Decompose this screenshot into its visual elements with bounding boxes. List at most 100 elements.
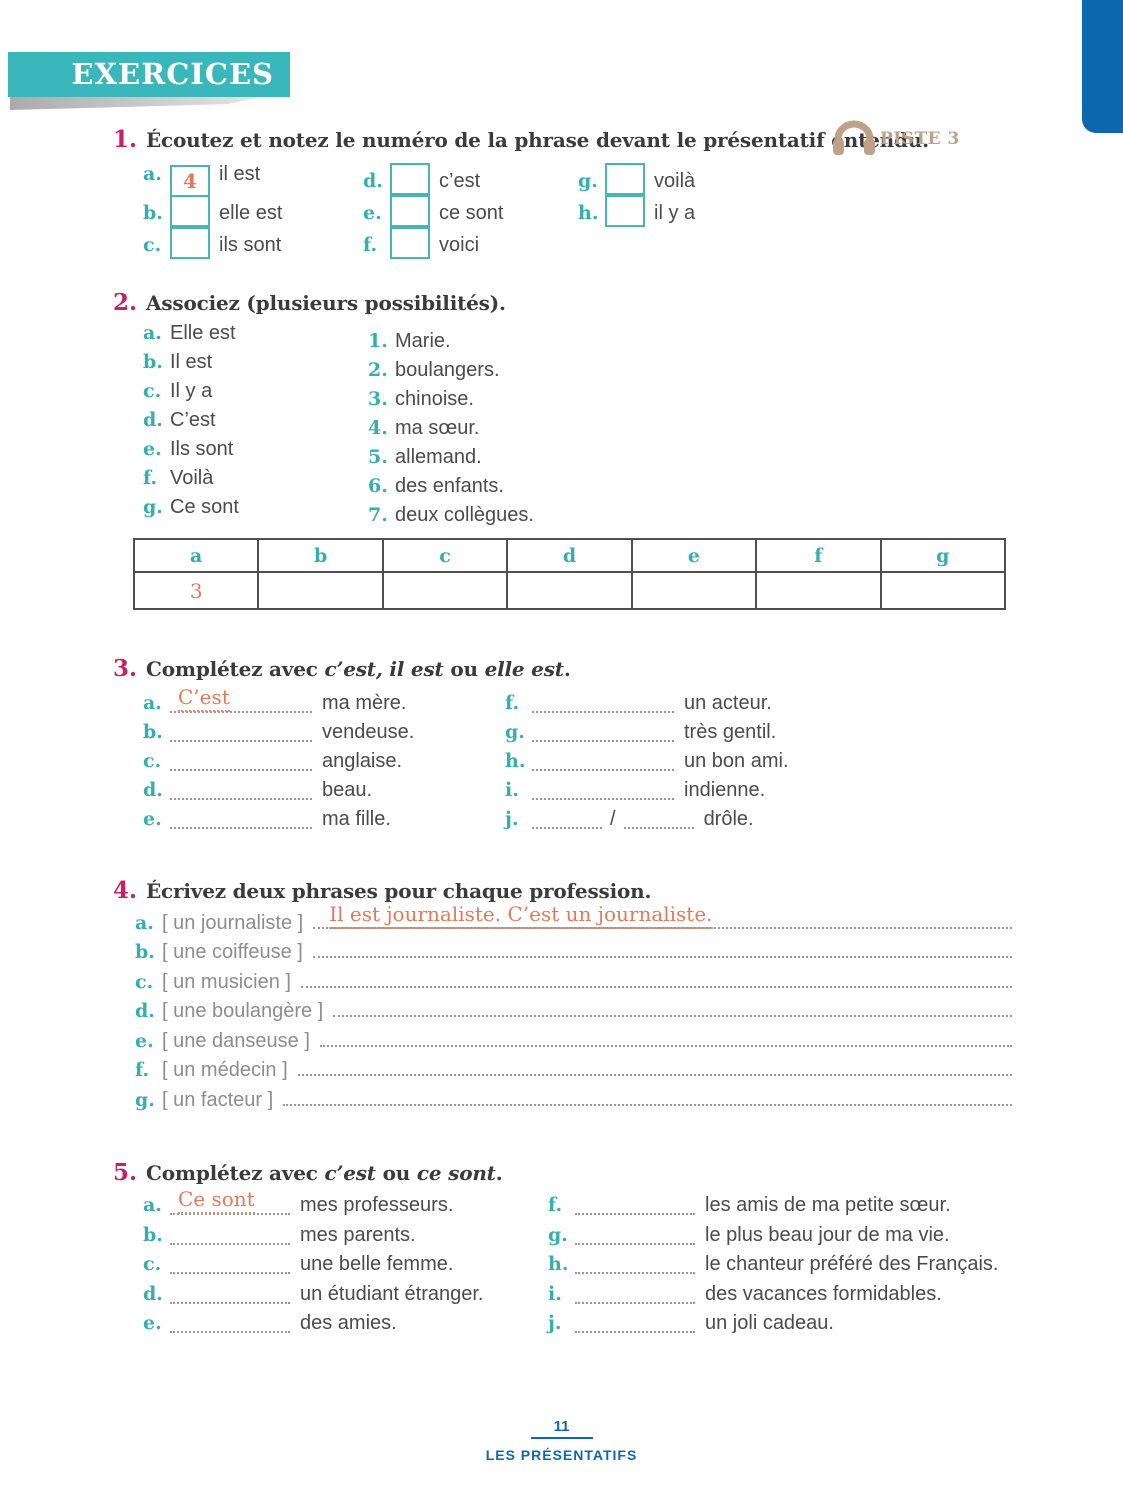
ex5-item-i: i. des vacances formidables. bbox=[548, 1283, 942, 1306]
item-text: ma fille. bbox=[322, 808, 391, 830]
item-label: il est bbox=[219, 163, 261, 185]
fill-blank[interactable] bbox=[532, 740, 674, 742]
answer-box[interactable] bbox=[605, 195, 645, 227]
ex3-item-j: j. / drôle. bbox=[505, 808, 754, 831]
item-text: le chanteur préféré des Français. bbox=[705, 1253, 999, 1275]
fill-blank[interactable] bbox=[170, 1243, 290, 1245]
col-header: e bbox=[630, 538, 758, 573]
item-number: 2. bbox=[368, 359, 388, 381]
answer-box[interactable] bbox=[605, 163, 645, 195]
fill-blank[interactable] bbox=[575, 1302, 695, 1304]
item-letter: b. bbox=[143, 1224, 163, 1246]
answer-cell[interactable]: 3 bbox=[132, 571, 260, 610]
fill-blank[interactable]: C’est bbox=[170, 685, 312, 713]
item-letter: f. bbox=[505, 692, 520, 714]
ex4-item-e: e. [ une danseuse ] bbox=[135, 1030, 1012, 1053]
answer-text: 4 bbox=[183, 169, 197, 193]
fill-blank[interactable] bbox=[532, 711, 674, 713]
fill-blank[interactable] bbox=[170, 798, 312, 800]
answer-box[interactable] bbox=[170, 227, 210, 259]
answer-box[interactable] bbox=[390, 195, 430, 227]
item-label: voici bbox=[439, 234, 480, 256]
answer-cell[interactable] bbox=[257, 571, 384, 610]
item-letter: a. bbox=[143, 163, 162, 185]
answer-cell[interactable] bbox=[879, 571, 1007, 610]
answer-cell[interactable] bbox=[630, 571, 758, 610]
item-letter: i. bbox=[505, 779, 519, 801]
ex2-left-c: c. Il y a bbox=[143, 380, 212, 403]
item-text: mes professeurs. bbox=[300, 1194, 454, 1216]
item-text: le plus beau jour de ma vie. bbox=[705, 1224, 950, 1246]
fill-blank[interactable] bbox=[575, 1243, 695, 1245]
write-line[interactable] bbox=[319, 1041, 1012, 1047]
page-number: 11 bbox=[553, 1418, 570, 1435]
item-letter: c. bbox=[143, 234, 162, 256]
exercise-number: 5. bbox=[113, 1159, 138, 1186]
write-line[interactable] bbox=[333, 1011, 1012, 1017]
item-letter: e. bbox=[143, 1312, 162, 1334]
fill-blank[interactable] bbox=[532, 827, 602, 829]
item-text: les amis de ma petite sœur. bbox=[705, 1194, 951, 1216]
answer-box[interactable] bbox=[390, 163, 430, 195]
ex5-item-d: d. un étudiant étranger. bbox=[143, 1283, 483, 1306]
answer-box[interactable] bbox=[170, 195, 210, 227]
item-text: un étudiant étranger. bbox=[300, 1283, 484, 1305]
ex1-item-g: g. voilà bbox=[578, 163, 695, 195]
fill-blank[interactable]: Ce sont bbox=[170, 1187, 290, 1215]
item-text: Il est bbox=[170, 351, 213, 373]
write-line[interactable]: Il est journaliste. C’est un journaliste… bbox=[313, 902, 1012, 929]
fill-blank[interactable] bbox=[575, 1331, 695, 1333]
ex5-item-f: f. les amis de ma petite sœur. bbox=[548, 1194, 951, 1217]
item-letter: a. bbox=[143, 692, 162, 714]
answer-box[interactable] bbox=[390, 227, 430, 259]
item-letter: f. bbox=[363, 234, 378, 256]
item-label: c’est bbox=[439, 170, 481, 192]
item-letter: h. bbox=[505, 750, 526, 772]
item-letter: g. bbox=[578, 170, 598, 192]
ex5-item-e: e. des amies. bbox=[143, 1312, 397, 1335]
item-text: deux collègues. bbox=[395, 504, 534, 526]
answer-cell[interactable] bbox=[381, 571, 509, 610]
item-number: 6. bbox=[368, 475, 388, 497]
fill-blank[interactable] bbox=[170, 769, 312, 771]
answer-cell[interactable] bbox=[755, 571, 882, 610]
item-text: ma mère. bbox=[322, 692, 407, 714]
fill-blank[interactable] bbox=[623, 827, 694, 829]
ex2-right-4: 4. ma sœur. bbox=[368, 417, 479, 440]
ex3-item-h: h. un bon ami. bbox=[505, 750, 789, 773]
write-line[interactable] bbox=[297, 1070, 1012, 1076]
separator: / bbox=[610, 808, 616, 830]
answer-box[interactable]: 4 bbox=[170, 165, 210, 197]
fill-blank[interactable] bbox=[575, 1213, 695, 1215]
item-letter: h. bbox=[578, 202, 599, 224]
col-header: d bbox=[506, 538, 633, 573]
fill-blank[interactable] bbox=[170, 827, 312, 829]
ex5-item-g: g. le plus beau jour de ma vie. bbox=[548, 1224, 950, 1247]
exercise5-heading: 5. Complétez avec c’est ou ce sont. bbox=[113, 1159, 503, 1186]
item-letter: b. bbox=[143, 202, 163, 224]
item-text: un acteur. bbox=[684, 692, 772, 714]
write-line[interactable] bbox=[300, 982, 1012, 988]
write-line[interactable] bbox=[283, 1100, 1012, 1106]
item-letter: d. bbox=[135, 1000, 155, 1022]
write-line[interactable] bbox=[312, 952, 1012, 958]
item-letter: c. bbox=[143, 380, 162, 402]
item-letter: d. bbox=[363, 170, 383, 192]
item-label: elle est bbox=[219, 202, 283, 224]
fill-blank[interactable] bbox=[170, 1331, 290, 1333]
banner-shadow bbox=[10, 97, 262, 110]
ex4-item-a: a. [ un journaliste ] Il est journaliste. … bbox=[135, 902, 1012, 935]
ex2-right-1: 1. Marie. bbox=[368, 330, 451, 353]
fill-blank[interactable] bbox=[532, 798, 674, 800]
fill-blank[interactable] bbox=[170, 1272, 290, 1274]
fill-blank[interactable] bbox=[170, 1302, 290, 1304]
fill-blank[interactable] bbox=[170, 740, 312, 742]
item-letter: c. bbox=[135, 971, 154, 993]
col-header: g bbox=[879, 538, 1007, 573]
fill-blank[interactable] bbox=[532, 769, 674, 771]
fill-blank[interactable] bbox=[575, 1272, 695, 1274]
answer-cell[interactable] bbox=[506, 571, 633, 610]
ex4-item-d: d. [ une boulangère ] bbox=[135, 1000, 1012, 1023]
ex1-item-d: d. c’est bbox=[363, 163, 480, 195]
